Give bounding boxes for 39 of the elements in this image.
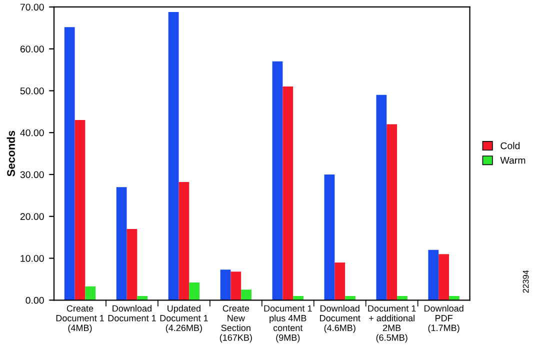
bar: [126, 228, 138, 300]
y-tick-label: 20.00: [20, 213, 44, 220]
y-tick-label: 10.00: [20, 254, 44, 262]
x-tick-label: Create Document 1 (4MB): [56, 305, 104, 333]
bar: [230, 272, 242, 300]
x-tick-label: Download PDF (1.7MB): [424, 305, 464, 333]
bar: [220, 270, 231, 300]
y-axis-title: Seconds: [6, 130, 15, 176]
x-tick-label: Download Document 1: [108, 305, 156, 322]
bar: [85, 286, 96, 300]
y-tick-label: 30.00: [20, 171, 44, 178]
bar: [168, 12, 179, 300]
y-tick-label: 50.00: [20, 87, 44, 94]
bar: [428, 250, 439, 300]
bar: [178, 182, 190, 300]
bar: [64, 27, 75, 300]
y-tick-label: 40.00: [20, 129, 44, 136]
bar: [334, 262, 346, 300]
bar: [74, 120, 86, 300]
legend-label: Cold: [500, 142, 520, 150]
bar: [386, 124, 398, 300]
bar: [438, 254, 450, 300]
text: 22394: [522, 270, 529, 293]
bar: [189, 282, 200, 300]
y-tick-label: 70.00: [20, 4, 44, 11]
bar: [282, 86, 294, 300]
bar: [116, 187, 127, 300]
x-tick-label: Updated Document 1 (4.26MB): [160, 305, 208, 333]
x-tick-label: Download Document (4.6MB): [320, 305, 360, 333]
x-tick-label: Document 1 + additional 2MB (6.5MB): [368, 305, 416, 343]
legend-label: Warm: [500, 156, 526, 164]
bar: [241, 290, 252, 300]
bar: [376, 94, 387, 300]
x-tick-label: Document 1 plus 4MB content (9MB): [264, 305, 312, 343]
y-tick-label: 0.00: [26, 296, 44, 304]
x-tick-label: Create New Section (167KB): [220, 305, 252, 343]
y-tick-label: 60.00: [20, 46, 44, 52]
bar: [324, 174, 335, 300]
bar: [272, 61, 283, 300]
